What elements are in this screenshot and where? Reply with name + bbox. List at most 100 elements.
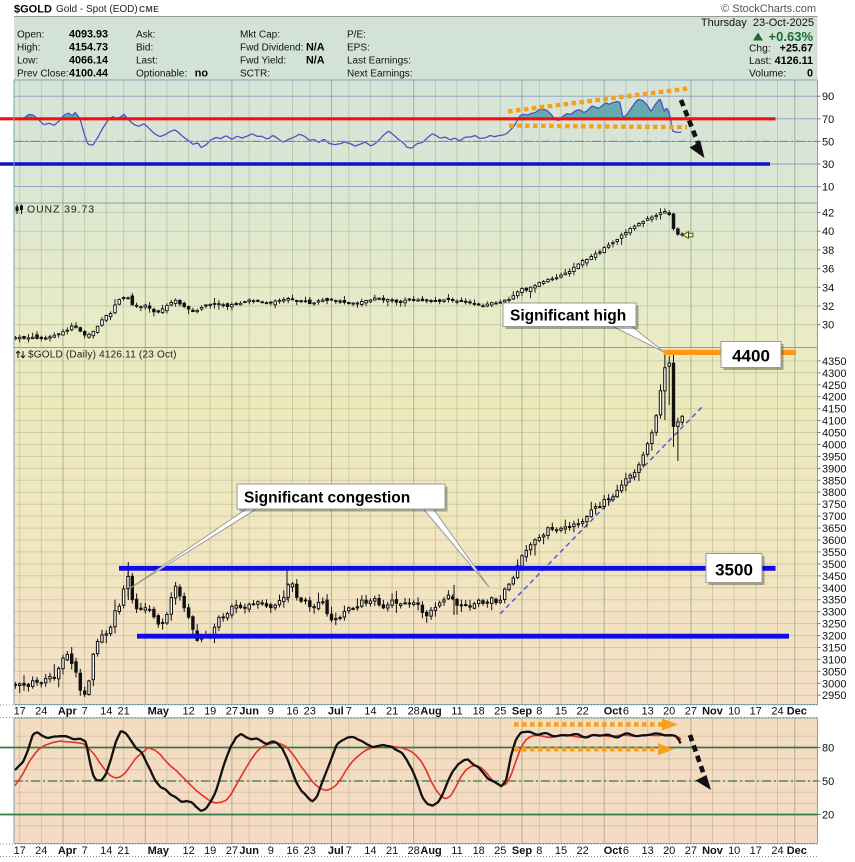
svg-text:0: 0: [807, 68, 813, 80]
svg-text:28: 28: [408, 706, 420, 718]
svg-text:7: 7: [82, 845, 88, 857]
svg-text:22: 22: [576, 845, 588, 857]
svg-text:14: 14: [364, 845, 376, 857]
svg-text:4300: 4300: [822, 368, 846, 380]
svg-text:Sep: Sep: [512, 845, 532, 857]
svg-text:Sep: Sep: [512, 706, 532, 718]
svg-text:21: 21: [117, 706, 129, 718]
svg-text:Aug: Aug: [420, 706, 441, 718]
svg-text:3950: 3950: [822, 451, 846, 463]
svg-text:9: 9: [268, 845, 274, 857]
svg-text:Jul: Jul: [328, 845, 344, 857]
svg-text:3050: 3050: [822, 666, 846, 678]
svg-text:27: 27: [685, 706, 697, 718]
svg-text:4154.73: 4154.73: [69, 42, 108, 54]
svg-text:3400: 3400: [822, 583, 846, 595]
svg-text:3500: 3500: [715, 561, 753, 580]
svg-text:38: 38: [822, 245, 834, 257]
svg-text:3250: 3250: [822, 619, 846, 631]
svg-text:Thursday 23-Oct-2025: Thursday 23-Oct-2025: [701, 17, 814, 29]
svg-text:12: 12: [182, 845, 194, 857]
svg-text:10: 10: [728, 706, 740, 718]
svg-text:42: 42: [822, 208, 834, 220]
svg-text:17: 17: [14, 845, 26, 857]
svg-text:4250: 4250: [822, 380, 846, 392]
svg-text:90: 90: [822, 91, 834, 103]
svg-text:14: 14: [100, 706, 112, 718]
svg-text:6: 6: [623, 845, 629, 857]
svg-text:CME: CME: [139, 4, 159, 14]
svg-text:30: 30: [822, 159, 834, 171]
svg-text:7: 7: [82, 706, 88, 718]
svg-text:22: 22: [576, 706, 588, 718]
svg-text:21: 21: [386, 845, 398, 857]
svg-text:4100: 4100: [822, 416, 846, 428]
svg-text:EPS:: EPS:: [347, 43, 370, 54]
svg-text:19: 19: [204, 845, 216, 857]
svg-text:Dec: Dec: [787, 706, 807, 718]
svg-text:3900: 3900: [822, 463, 846, 475]
svg-text:Volume:: Volume:: [749, 69, 786, 80]
svg-text:+0.63%: +0.63%: [769, 29, 814, 44]
svg-text:Oct: Oct: [604, 706, 623, 718]
svg-text:$GOLD (Daily) 4126.11 (23 Oct): $GOLD (Daily) 4126.11 (23 Oct): [28, 350, 177, 361]
svg-text:24: 24: [771, 706, 783, 718]
svg-text:24: 24: [35, 706, 47, 718]
svg-text:21: 21: [386, 706, 398, 718]
svg-text:20: 20: [822, 810, 834, 822]
svg-text:Fwd Dividend:: Fwd Dividend:: [240, 43, 303, 54]
svg-text:Bid:: Bid:: [136, 43, 153, 54]
svg-text:10: 10: [822, 182, 834, 194]
svg-text:Fwd Yield:: Fwd Yield:: [240, 56, 286, 67]
svg-text:16: 16: [286, 706, 298, 718]
svg-text:10: 10: [728, 845, 740, 857]
svg-text:4400: 4400: [732, 347, 770, 366]
svg-text:6: 6: [623, 706, 629, 718]
svg-text:18: 18: [473, 845, 485, 857]
svg-text:50: 50: [822, 776, 834, 788]
svg-text:30: 30: [822, 320, 834, 332]
svg-text:4050: 4050: [822, 428, 846, 440]
svg-text:25: 25: [494, 845, 506, 857]
svg-text:3650: 3650: [822, 523, 846, 535]
svg-text:23: 23: [304, 706, 316, 718]
svg-text:27: 27: [226, 706, 238, 718]
svg-text:3850: 3850: [822, 475, 846, 487]
svg-text:14: 14: [364, 706, 376, 718]
svg-text:Open:: Open:: [17, 30, 44, 41]
svg-text:Last:: Last:: [136, 56, 158, 67]
svg-text:20: 20: [663, 706, 675, 718]
svg-text:Nov: Nov: [702, 845, 724, 857]
svg-text:8: 8: [536, 706, 542, 718]
svg-text:Dec: Dec: [787, 845, 807, 857]
svg-text:27: 27: [685, 845, 697, 857]
svg-text:© StockCharts.com: © StockCharts.com: [721, 3, 816, 15]
svg-text:3550: 3550: [822, 547, 846, 559]
svg-text:Gold - Spot (EOD): Gold - Spot (EOD): [56, 4, 138, 15]
svg-text:24: 24: [771, 845, 783, 857]
svg-text:28: 28: [408, 845, 420, 857]
svg-text:2950: 2950: [822, 690, 846, 702]
svg-text:P/E:: P/E:: [347, 30, 366, 41]
svg-text:SCTR:: SCTR:: [240, 69, 270, 80]
svg-text:4100.44: 4100.44: [69, 68, 108, 80]
svg-text:Aug: Aug: [420, 845, 441, 857]
svg-text:32: 32: [822, 301, 834, 313]
svg-text:Prev Close:: Prev Close:: [17, 69, 69, 80]
svg-text:Apr: Apr: [58, 706, 78, 718]
svg-text:3800: 3800: [822, 487, 846, 499]
svg-text:+25.67: +25.67: [780, 43, 813, 55]
svg-text:11: 11: [451, 845, 462, 857]
svg-text:Optionable:: Optionable:: [136, 69, 187, 80]
svg-text:50: 50: [822, 136, 834, 148]
svg-text:18: 18: [473, 706, 485, 718]
svg-text:9: 9: [268, 706, 274, 718]
svg-text:14: 14: [100, 845, 112, 857]
svg-text:34: 34: [822, 282, 834, 294]
svg-text:3200: 3200: [822, 631, 846, 643]
svg-text:25: 25: [494, 706, 506, 718]
svg-text:Mkt Cap:: Mkt Cap:: [240, 30, 280, 41]
svg-text:Ask:: Ask:: [136, 30, 155, 41]
svg-text:no: no: [195, 68, 209, 80]
svg-text:24: 24: [35, 845, 47, 857]
